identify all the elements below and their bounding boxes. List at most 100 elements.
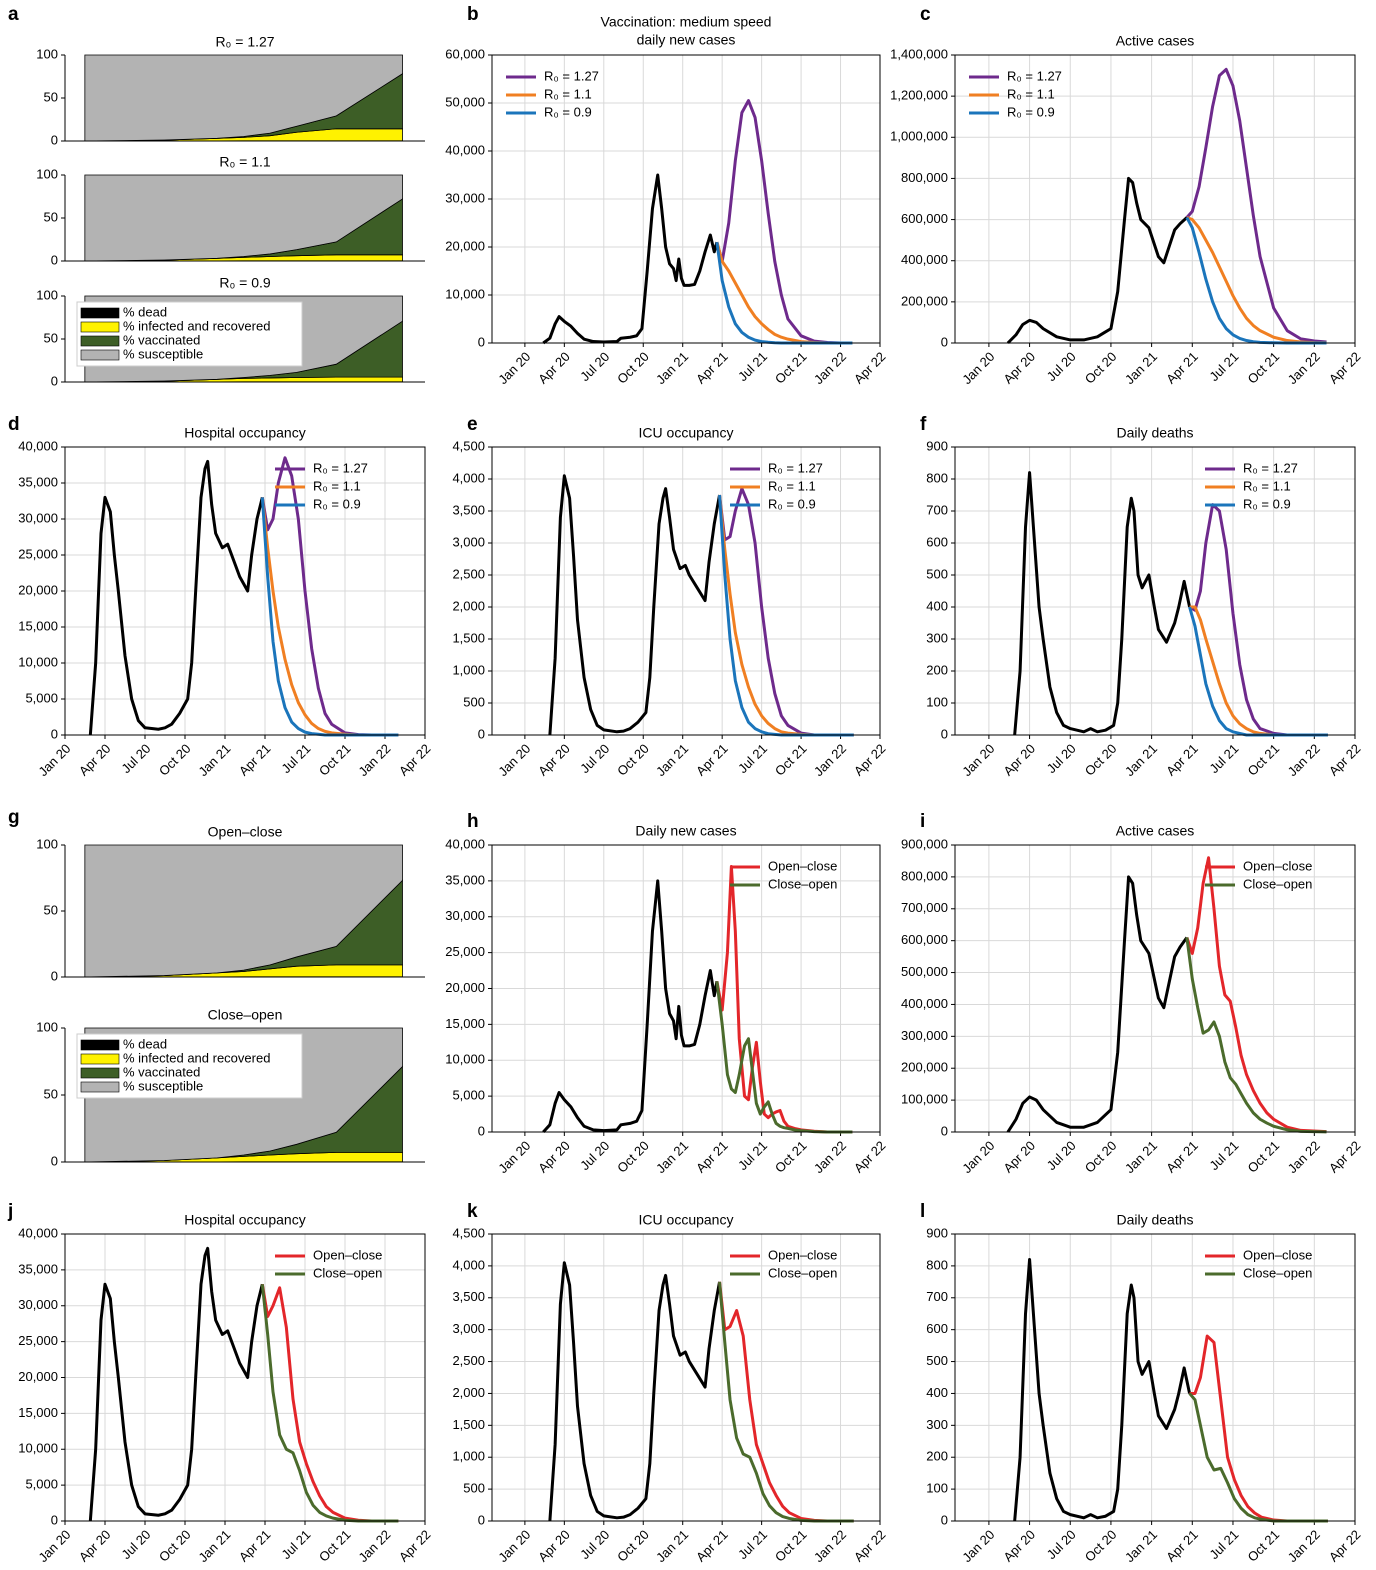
y-tick-label: 0 — [478, 1123, 485, 1138]
panel-letter: b — [467, 4, 479, 25]
x-tick-label: Apr 22 — [396, 741, 434, 779]
series-line — [1185, 67, 1327, 344]
subplot-title: R₀ = 1.1 — [219, 154, 271, 170]
panel-letter: l — [920, 1201, 925, 1222]
y-tick-label: 25,000 — [18, 1333, 58, 1348]
y-tick-label: 300 — [926, 1417, 948, 1432]
y-tick-label: 35,000 — [445, 872, 485, 887]
legend-label: R₀ = 0.9 — [1243, 496, 1291, 511]
plot-frame — [954, 446, 1356, 736]
series-line — [1186, 216, 1327, 345]
y-tick-label: 3,500 — [452, 1289, 485, 1304]
y-tick-label: 10,000 — [445, 1052, 485, 1067]
panel-letter: f — [920, 414, 927, 435]
y-tick-label: 10,000 — [445, 286, 485, 301]
y-tick-label: 1,500 — [452, 630, 485, 645]
y-tick-label: 2,500 — [452, 566, 485, 581]
y-tick-label: 20,000 — [18, 582, 58, 597]
x-tick-label: Jul 21 — [735, 1527, 770, 1562]
x-tick-label: Jul 20 — [1044, 1138, 1079, 1173]
series-line — [718, 1281, 854, 1523]
y-tick-label: 700,000 — [901, 900, 948, 915]
x-tick-label: Apr 21 — [236, 1527, 274, 1565]
plot: 0 100 200 300 400 500 600 700 800 900 Jan 20 Apr 20… — [926, 425, 1363, 779]
y-tick-label: 0 — [478, 726, 485, 741]
x-tick-label: Oct 21 — [772, 1138, 810, 1176]
series-line — [1189, 1334, 1328, 1523]
legend-label: R₀ = 1.27 — [1007, 68, 1062, 83]
panel-letter: g — [8, 807, 20, 828]
subplot-title: R₀ = 0.9 — [219, 275, 271, 291]
legend-label: R₀ = 1.1 — [1007, 86, 1055, 101]
plot: 0 5,000 10,000 15,000 20,000 25,000 30,000 35,0… — [445, 823, 888, 1176]
chart-title: Active cases — [1116, 33, 1195, 49]
y-tick-label: 20,000 — [445, 980, 485, 995]
x-tick-label: Oct 20 — [1082, 741, 1120, 779]
x-tick-label: Apr 21 — [693, 1527, 731, 1565]
plot: 0 200,000 400,000 600,000 800,000 1,000,000 1,… — [890, 33, 1363, 387]
y-tick-label: 15,000 — [18, 618, 58, 633]
series-line — [715, 241, 853, 345]
x-tick-label: Jul 20 — [118, 1527, 153, 1562]
x-tick-label: Apr 21 — [1163, 741, 1201, 779]
stack-area — [84, 54, 403, 142]
x-tick-label: Oct 21 — [1245, 349, 1283, 387]
y-tick-label: 800 — [926, 1257, 948, 1272]
x-tick-label: Jan 21 — [653, 1527, 691, 1565]
legend-label: % dead — [123, 1036, 167, 1051]
y-tick-label: 0 — [51, 373, 58, 388]
y-tick-label: 10,000 — [18, 654, 58, 669]
y-tick-label: 0 — [478, 334, 485, 349]
x-tick-label: Jan 20 — [495, 1138, 533, 1176]
y-tick-label: 4,500 — [452, 1225, 485, 1240]
x-tick-label: Jan 21 — [653, 741, 691, 779]
y-tick-label: 100 — [36, 166, 58, 181]
x-tick-label: Jan 22 — [811, 741, 849, 779]
x-tick-label: Oct 21 — [316, 741, 354, 779]
y-tick-label: 0 — [51, 1153, 58, 1168]
legend-label: Close–open — [1243, 876, 1312, 891]
y-tick-label: 5,000 — [25, 690, 58, 705]
y-tick-label: 0 — [51, 726, 58, 741]
y-tick-label: 0 — [941, 1512, 948, 1527]
y-tick-label: 15,000 — [18, 1405, 58, 1420]
y-tick-label: 300 — [926, 630, 948, 645]
x-tick-label: Oct 20 — [1082, 1527, 1120, 1565]
x-tick-label: Apr 22 — [1326, 741, 1364, 779]
plot-frame — [954, 1233, 1356, 1522]
x-tick-label: Apr 22 — [396, 1527, 434, 1565]
legend-label: R₀ = 1.27 — [313, 460, 368, 475]
x-tick-label: Apr 20 — [1000, 349, 1038, 387]
y-tick-label: 100 — [926, 1481, 948, 1496]
x-tick-label: Oct 20 — [156, 741, 194, 779]
legend-label: R₀ = 1.27 — [544, 68, 599, 83]
x-tick-label: Oct 21 — [772, 741, 810, 779]
subplot: 0 50 100 Close–open % dead% infected and rec… — [36, 1007, 425, 1168]
series-line — [88, 1246, 264, 1522]
legend-label: Open–close — [768, 858, 837, 873]
plot-frame — [64, 446, 426, 736]
legend-label: Open–close — [1243, 1247, 1312, 1262]
y-tick-label: 200,000 — [901, 1060, 948, 1075]
x-tick-label: Apr 20 — [76, 1527, 114, 1565]
y-tick-label: 800,000 — [901, 170, 948, 185]
legend-label: R₀ = 0.9 — [768, 496, 816, 511]
panel-letter: j — [7, 1201, 13, 1222]
y-tick-label: 50,000 — [445, 94, 485, 109]
x-tick-label: Jan 20 — [959, 1138, 997, 1176]
x-tick-label: Jan 20 — [959, 741, 997, 779]
y-tick-label: 100 — [36, 287, 58, 302]
y-tick-label: 500,000 — [901, 964, 948, 979]
x-tick-label: Apr 21 — [693, 349, 731, 387]
series-line — [542, 173, 719, 345]
x-tick-label: Jul 20 — [577, 741, 612, 776]
y-tick-label: 50 — [44, 1086, 58, 1101]
x-tick-label: Jan 21 — [653, 1138, 691, 1176]
chart-title: daily new cases — [637, 32, 736, 48]
x-tick-label: Apr 22 — [851, 1138, 889, 1176]
legend-swatch — [80, 307, 120, 319]
y-tick-label: 25,000 — [445, 944, 485, 959]
x-tick-label: Jan 20 — [959, 1527, 997, 1565]
x-tick-label: Oct 20 — [614, 1527, 652, 1565]
legend-swatch — [80, 1081, 120, 1093]
